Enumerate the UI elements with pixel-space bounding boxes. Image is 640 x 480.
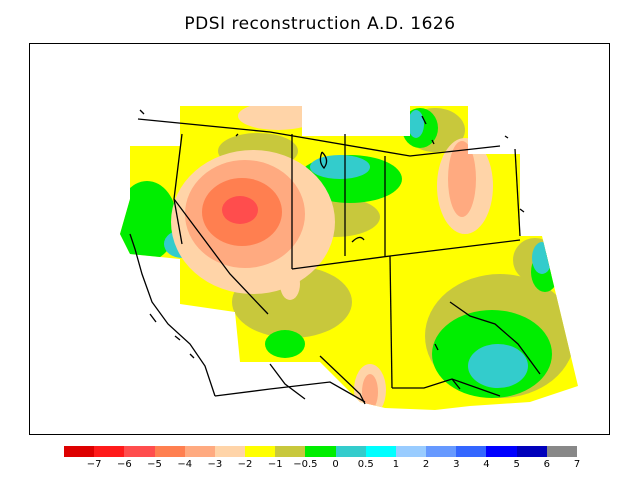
legend-color-bar — [64, 446, 577, 457]
boundary-lines — [129, 109, 541, 405]
legend-swatch — [365, 446, 396, 457]
legend-label: 0 — [332, 459, 339, 470]
legend-label: 6 — [543, 459, 550, 470]
legend-label: −5 — [147, 459, 162, 470]
map-frame — [29, 43, 610, 435]
legend-label: −2 — [237, 459, 253, 470]
legend-swatch — [124, 446, 155, 457]
legend-label: −4 — [177, 459, 193, 470]
legend-label: 3 — [453, 459, 460, 470]
legend-label: 7 — [573, 459, 581, 470]
legend-labels: −7 −6 −5 −4 −3 −2 −1 −0.5 0 0.5 1 2 3 4 5 6 7 — [64, 459, 581, 473]
legend-label: −0.5 — [293, 459, 318, 470]
legend-swatch — [64, 446, 95, 457]
legend-label: 1 — [392, 459, 400, 470]
legend-swatch — [395, 446, 427, 457]
legend-swatch — [245, 446, 276, 457]
legend-swatch — [426, 446, 457, 457]
legend-swatch — [516, 446, 547, 457]
legend-label: 0.5 — [357, 459, 374, 470]
legend-swatch — [184, 446, 215, 457]
legend-label: −3 — [207, 459, 223, 470]
pdsi-map — [120, 106, 578, 410]
legend-swatch — [94, 446, 125, 457]
legend-swatch — [335, 446, 366, 457]
pdsi-field — [120, 106, 578, 410]
color-legend: −7 −6 −5 −4 −3 −2 −1 −0.5 0 0.5 1 2 3 4 5 6 7 — [64, 446, 581, 474]
legend-label: −1 — [267, 459, 283, 470]
legend-label: 5 — [513, 459, 520, 470]
legend-label: −7 — [86, 459, 102, 470]
legend-swatch — [275, 446, 306, 457]
legend-swatch — [486, 446, 517, 457]
legend-label: 4 — [483, 459, 490, 470]
legend-swatch — [214, 446, 246, 457]
legend-swatch — [154, 446, 185, 457]
legend-label: −6 — [116, 459, 132, 470]
legend-swatch — [546, 446, 577, 457]
legend-swatch — [305, 446, 336, 457]
legend-swatch — [456, 446, 487, 457]
map-title: PDSI reconstruction A.D. 1626 — [184, 14, 456, 34]
legend-label: 2 — [422, 459, 430, 470]
